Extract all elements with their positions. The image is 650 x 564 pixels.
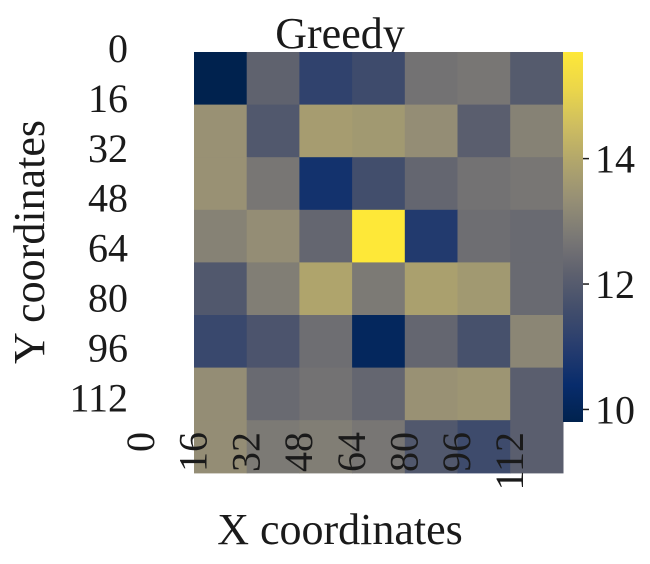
heatmap-cell: [299, 104, 353, 158]
y-tick-label: 32: [88, 126, 128, 171]
heatmap-cell: [352, 262, 406, 316]
heatmap-cell: [510, 367, 564, 421]
heatmap-cell: [246, 209, 300, 263]
heatmap-cell: [246, 262, 300, 316]
heatmap-cell: [194, 420, 248, 474]
heatmap-cell: [457, 52, 511, 106]
heatmap-cell: [510, 52, 564, 106]
heatmap-cell: [404, 52, 459, 106]
heatmap-cell: [404, 104, 459, 158]
heatmap-cell: [246, 52, 300, 106]
colorbar: [563, 52, 583, 422]
heatmap-cell: [404, 315, 459, 369]
y-tick-label: 0: [108, 26, 128, 71]
heatmap-cell: [510, 104, 564, 158]
chart-title: Greedy: [275, 9, 405, 58]
heatmap-cell: [352, 157, 406, 211]
heatmap-cell: [299, 420, 353, 474]
heatmap-cell: [457, 157, 511, 211]
heatmap-cell: [246, 157, 300, 211]
heatmap-cell: [194, 52, 248, 106]
heatmap-cell: [352, 315, 406, 369]
y-tick-label: 96: [88, 325, 128, 370]
heatmap-cell: [352, 104, 406, 158]
heatmap-cell: [510, 315, 564, 369]
heatmap-cell: [299, 262, 353, 316]
heatmap-cells: [194, 52, 564, 474]
x-tick-labels: 0 16 32 48 64 80 96 112: [118, 432, 532, 491]
heatmap-cell: [457, 367, 511, 421]
heatmap-cell: [404, 262, 459, 316]
heatmap-cell: [457, 315, 511, 369]
heatmap-cell: [352, 52, 406, 106]
heatmap-cell: [404, 420, 459, 474]
x-tick-label: 32: [223, 432, 268, 472]
heatmap-cell: [246, 315, 300, 369]
heatmap-cell: [299, 367, 353, 421]
heatmap-cell: [457, 104, 511, 158]
x-tick-label: 0: [118, 432, 163, 452]
heatmap-cell: [510, 209, 564, 263]
heatmap-cell: [352, 420, 406, 474]
x-tick-label: 112: [487, 432, 532, 491]
y-tick-label: 16: [88, 76, 128, 121]
heatmap-cell: [194, 315, 248, 369]
x-axis-label: X coordinates: [217, 505, 463, 554]
heatmap-cell: [457, 420, 511, 474]
y-tick-label: 112: [69, 375, 128, 420]
heatmap-cell: [299, 209, 353, 263]
heatmap-cell: [457, 209, 511, 263]
heatmap-cell: [194, 367, 248, 421]
heatmap-cell: [246, 367, 300, 421]
heatmap-cell: [510, 157, 564, 211]
y-tick-label: 64: [88, 226, 128, 271]
y-tick-label: 80: [88, 276, 128, 321]
heatmap-cell: [194, 262, 248, 316]
heatmap-cell: [246, 104, 300, 158]
heatmap-cell: [299, 52, 353, 106]
heatmap-cell: [352, 209, 406, 263]
heatmap-cell: [404, 209, 459, 263]
heatmap-cell: [404, 157, 459, 211]
colorbar-ticks: 10 12 14: [583, 137, 635, 432]
heatmap-cell: [194, 209, 248, 263]
colorbar-tick-label: 14: [595, 137, 635, 182]
heatmap-cell: [299, 157, 353, 211]
heatmap-cell: [194, 157, 248, 211]
y-axis-label: Y coordinates: [5, 120, 54, 364]
heatmap-cell: [404, 367, 459, 421]
colorbar-tick-label: 12: [595, 262, 635, 307]
y-tick-label: 48: [88, 176, 128, 221]
x-tick-label: 64: [329, 432, 374, 472]
heatmap-cell: [457, 262, 511, 316]
heatmap-cell: [510, 262, 564, 316]
heatmap-cell: [299, 315, 353, 369]
heatmap-cell: [194, 104, 248, 158]
heatmap-cell: [510, 420, 564, 474]
x-tick-label: 80: [382, 432, 427, 472]
heatmap-cell: [246, 420, 300, 474]
x-tick-label: 96: [434, 432, 479, 472]
x-tick-label: 48: [276, 432, 321, 472]
x-tick-label: 16: [171, 432, 216, 472]
heatmap-cell: [352, 367, 406, 421]
colorbar-tick-label: 10: [595, 387, 635, 432]
